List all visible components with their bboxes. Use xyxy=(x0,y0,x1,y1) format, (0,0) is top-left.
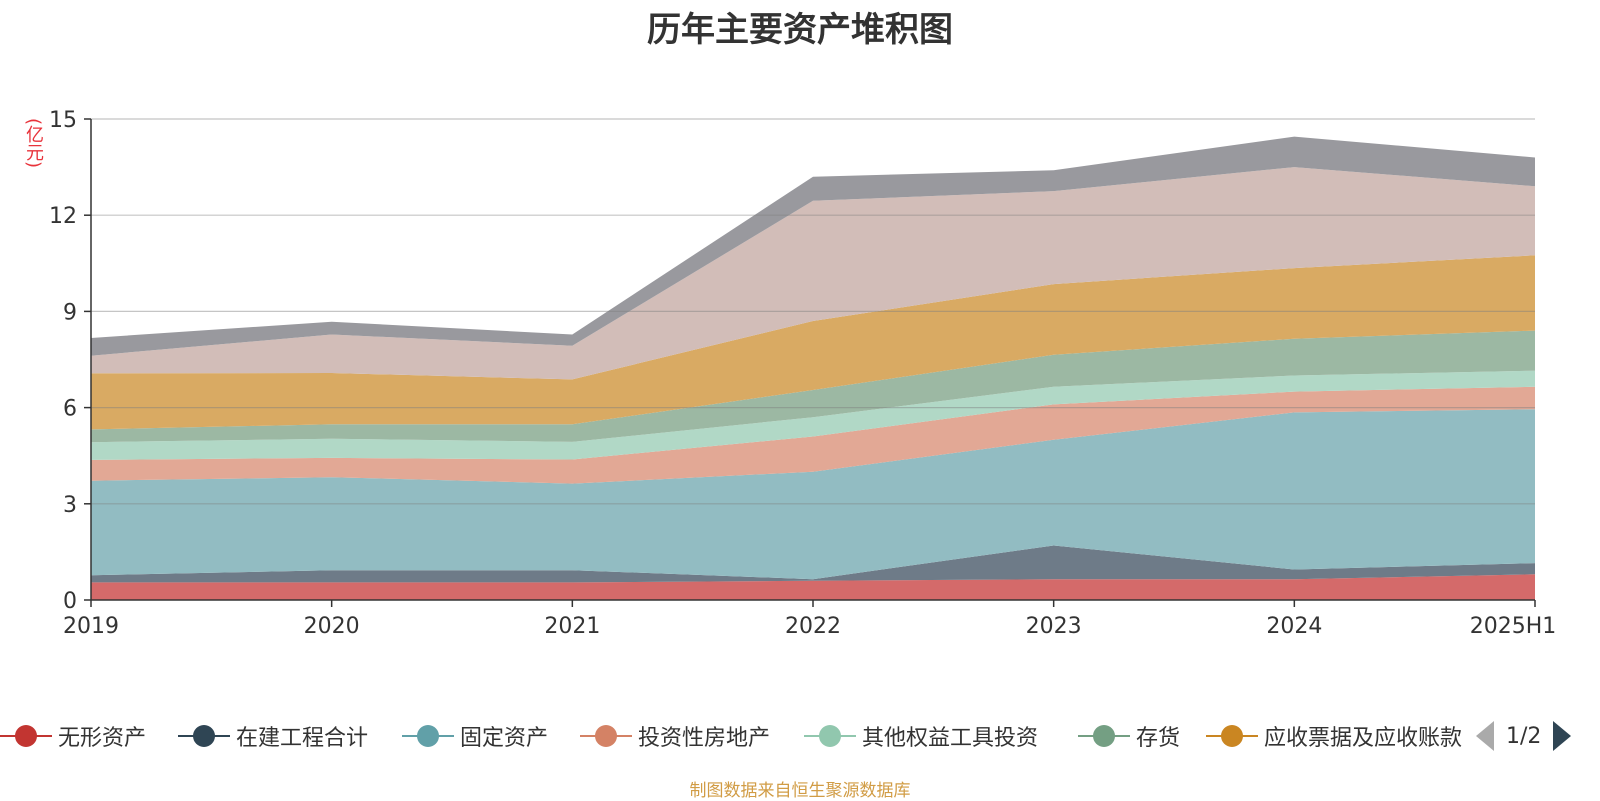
legend-marker-icon xyxy=(580,718,632,754)
legend-next-page-icon[interactable] xyxy=(1553,721,1572,751)
area-series-8 xyxy=(91,136,1535,356)
legend-label: 无形资产 xyxy=(58,726,147,751)
area-series-6 xyxy=(91,255,1535,430)
legend-item-0[interactable]: 无形资产 xyxy=(0,718,146,754)
legend-item-1[interactable]: 在建工程合计 xyxy=(178,718,368,754)
x-tick-label-4: 2023 xyxy=(1026,614,1082,639)
legend-label: 存货 xyxy=(1136,726,1181,751)
y-tick-label-1: 3 xyxy=(63,493,77,518)
legend-marker-icon xyxy=(1078,718,1130,754)
area-series-3 xyxy=(91,386,1535,484)
x-tick-label-0: 2019 xyxy=(63,614,119,639)
y-tick-label-2: 6 xyxy=(63,397,77,422)
area-series-1 xyxy=(91,545,1535,583)
x-tick-label-3: 2022 xyxy=(785,614,841,639)
legend-page-indicator: 1/2 xyxy=(1506,723,1542,749)
legend-item-3[interactable]: 投资性房地产 xyxy=(580,718,770,754)
legend-label: 其他权益工具投资 xyxy=(862,726,1039,751)
area-series-4 xyxy=(91,370,1535,460)
y-tick-label-3: 9 xyxy=(63,300,77,325)
legend-label: 投资性房地产 xyxy=(638,726,771,751)
area-series-2 xyxy=(91,409,1535,580)
y-tick-label-5: 15 xyxy=(49,108,77,133)
legend-marker-icon xyxy=(178,718,230,754)
legend-item-5[interactable]: 存货 xyxy=(1078,718,1180,754)
legend-item-2[interactable]: 固定资产 xyxy=(402,718,548,754)
x-tick-label-6: 2025H1 xyxy=(1470,614,1557,639)
legend-marker-icon xyxy=(1206,718,1258,754)
y-tick-label-4: 12 xyxy=(49,204,77,229)
area-series-7 xyxy=(91,167,1535,380)
x-tick-label-1: 2020 xyxy=(304,614,360,639)
x-tick-label-5: 2024 xyxy=(1266,614,1322,639)
y-axis-unit-label: (亿元) xyxy=(23,118,44,169)
chart-title: 历年主要资产堆积图 xyxy=(647,10,953,50)
legend-pager: 1/2 xyxy=(1476,718,1572,754)
legend-marker-icon xyxy=(804,718,856,754)
area-series-0 xyxy=(91,574,1535,600)
legend-label: 固定资产 xyxy=(460,726,549,751)
legend: 无形资产 在建工程合计 固定资产 投资性房地产 其他权益工具投资 存货 应收票据及应收账款 … xyxy=(0,718,1600,754)
x-tick-label-2: 2021 xyxy=(544,614,600,639)
legend-label: 应收票据及应收账款 xyxy=(1264,726,1463,751)
data-source-note: 制图数据来自恒生聚源数据库 xyxy=(689,781,911,801)
y-tick-label-0: 0 xyxy=(63,589,77,614)
legend-item-4[interactable]: 其他权益工具投资 xyxy=(804,718,1038,754)
area-series-5 xyxy=(91,330,1535,443)
legend-item-6[interactable]: 应收票据及应收账款 xyxy=(1206,718,1462,754)
legend-prev-page-icon[interactable] xyxy=(1476,721,1494,751)
legend-marker-icon xyxy=(0,718,52,754)
legend-label: 在建工程合计 xyxy=(236,726,369,751)
legend-marker-icon xyxy=(402,718,454,754)
